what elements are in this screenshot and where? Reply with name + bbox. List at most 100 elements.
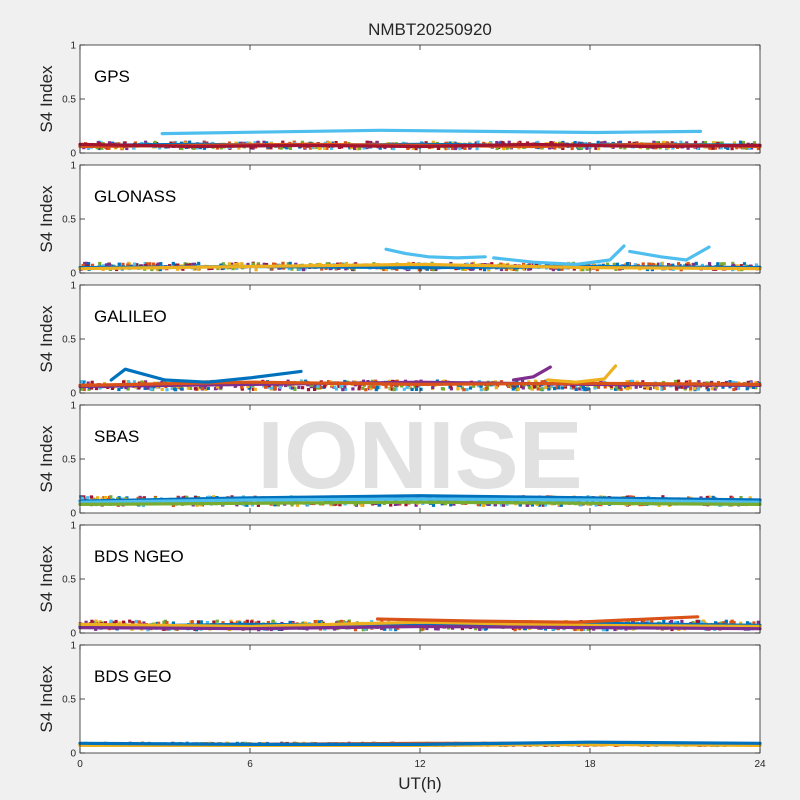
data-point bbox=[720, 141, 724, 145]
data-point bbox=[132, 146, 136, 150]
data-point bbox=[516, 387, 520, 391]
data-point bbox=[579, 384, 583, 388]
data-point bbox=[739, 496, 743, 500]
data-point bbox=[344, 261, 349, 266]
series-line-5 bbox=[511, 365, 552, 382]
data-point bbox=[109, 495, 113, 499]
data-point bbox=[729, 620, 733, 624]
data-point bbox=[476, 140, 480, 144]
data-point bbox=[560, 267, 564, 271]
data-point bbox=[573, 627, 577, 632]
data-point bbox=[513, 628, 517, 632]
data-point bbox=[269, 146, 273, 150]
data-point bbox=[712, 141, 716, 145]
data-point bbox=[530, 503, 534, 507]
data-point bbox=[369, 140, 373, 145]
data-point bbox=[264, 263, 268, 267]
data-point bbox=[326, 141, 330, 145]
y-tick-label: 1 bbox=[70, 41, 76, 52]
data-point bbox=[732, 263, 736, 267]
data-point bbox=[81, 381, 85, 385]
data-point bbox=[696, 146, 700, 150]
data-point bbox=[472, 384, 476, 388]
data-point bbox=[688, 379, 692, 383]
data-point bbox=[639, 384, 643, 388]
axes-background bbox=[80, 645, 760, 753]
data-point bbox=[701, 141, 706, 145]
data-point bbox=[692, 262, 696, 266]
data-point bbox=[339, 619, 343, 623]
data-point bbox=[431, 140, 435, 144]
data-point bbox=[547, 387, 551, 391]
data-point bbox=[577, 146, 581, 150]
data-point bbox=[686, 146, 690, 150]
series-line-2 bbox=[78, 380, 762, 387]
data-point bbox=[706, 388, 710, 392]
data-point bbox=[581, 385, 585, 389]
data-point bbox=[90, 619, 94, 623]
data-point bbox=[119, 146, 123, 150]
y-axis-label: S4 Index bbox=[37, 425, 56, 493]
data-point bbox=[746, 380, 750, 384]
data-point bbox=[121, 262, 125, 266]
data-point bbox=[732, 620, 736, 625]
data-point bbox=[470, 267, 474, 271]
data-point bbox=[327, 380, 331, 384]
data-point bbox=[708, 146, 712, 150]
panel-glonass: 0 0.5 1 GLONASS S4 Index bbox=[37, 161, 762, 280]
data-point bbox=[541, 503, 545, 507]
watermark: IONISE bbox=[257, 402, 582, 509]
series-line-3 bbox=[78, 624, 762, 631]
data-point bbox=[288, 620, 292, 624]
data-point bbox=[353, 146, 357, 151]
data-point bbox=[262, 384, 266, 388]
data-point bbox=[679, 140, 683, 144]
data-point bbox=[325, 146, 329, 150]
data-point bbox=[571, 384, 575, 388]
y-tick-label: 0.5 bbox=[62, 695, 76, 706]
data-point bbox=[269, 386, 273, 390]
data-point bbox=[114, 619, 118, 624]
data-point bbox=[625, 262, 629, 266]
data-point bbox=[421, 627, 425, 631]
data-point bbox=[674, 620, 678, 625]
data-point bbox=[146, 628, 150, 632]
data-point bbox=[98, 386, 102, 390]
data-point bbox=[474, 627, 478, 631]
data-point bbox=[132, 380, 136, 384]
data-point bbox=[299, 379, 303, 383]
y-axis-label: S4 Index bbox=[37, 65, 56, 133]
data-point bbox=[146, 386, 150, 390]
y-axis-label: S4 Index bbox=[37, 665, 56, 733]
data-point bbox=[315, 386, 319, 390]
data-point bbox=[303, 145, 307, 150]
data-point bbox=[624, 384, 628, 389]
data-point bbox=[722, 262, 726, 266]
data-point bbox=[127, 261, 131, 265]
panel-label: BDS GEO bbox=[94, 667, 171, 686]
data-point bbox=[536, 140, 540, 144]
data-point bbox=[199, 620, 203, 624]
data-point bbox=[170, 386, 174, 390]
data-point bbox=[713, 146, 717, 150]
data-point bbox=[150, 267, 154, 272]
data-point bbox=[613, 627, 617, 632]
data-point bbox=[361, 386, 365, 390]
data-point bbox=[84, 620, 88, 624]
data-point bbox=[107, 141, 112, 145]
data-point bbox=[657, 262, 661, 266]
data-point bbox=[452, 502, 456, 506]
y-axis-label: S4 Index bbox=[37, 305, 56, 373]
data-point bbox=[212, 620, 216, 624]
data-point bbox=[515, 384, 519, 388]
data-point bbox=[312, 384, 316, 388]
data-point bbox=[540, 380, 544, 384]
data-point bbox=[462, 388, 466, 392]
data-point bbox=[212, 495, 216, 499]
data-point bbox=[530, 387, 534, 391]
data-point bbox=[301, 268, 305, 272]
y-tick-label: 0 bbox=[70, 629, 76, 640]
data-point bbox=[722, 621, 726, 625]
data-point bbox=[378, 503, 382, 507]
data-point bbox=[165, 388, 169, 392]
